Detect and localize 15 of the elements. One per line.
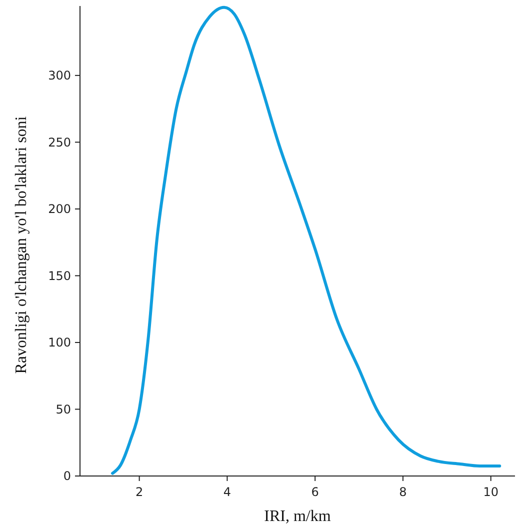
x-axis-title: IRI, m/km bbox=[264, 508, 332, 525]
x-tick-label: 4 bbox=[223, 485, 232, 499]
x-tick-label: 2 bbox=[136, 485, 144, 499]
x-tick-label: 10 bbox=[483, 485, 498, 499]
x-tick-label: 8 bbox=[399, 485, 407, 499]
y-tick-label: 150 bbox=[48, 268, 71, 283]
x-tick-label: 6 bbox=[311, 485, 319, 499]
y-axis-title: Ravonligi o'lchangan yo'l bo'laklari soni bbox=[13, 116, 30, 374]
y-tick-label: 100 bbox=[48, 336, 71, 350]
line-series bbox=[111, 6, 502, 475]
y-tick-label: 200 bbox=[48, 202, 71, 216]
y-tick-label: 0 bbox=[63, 469, 71, 484]
y-tick-label: 250 bbox=[48, 135, 71, 150]
y-tick-label: 50 bbox=[56, 402, 71, 416]
y-tick-label: 300 bbox=[48, 68, 71, 83]
